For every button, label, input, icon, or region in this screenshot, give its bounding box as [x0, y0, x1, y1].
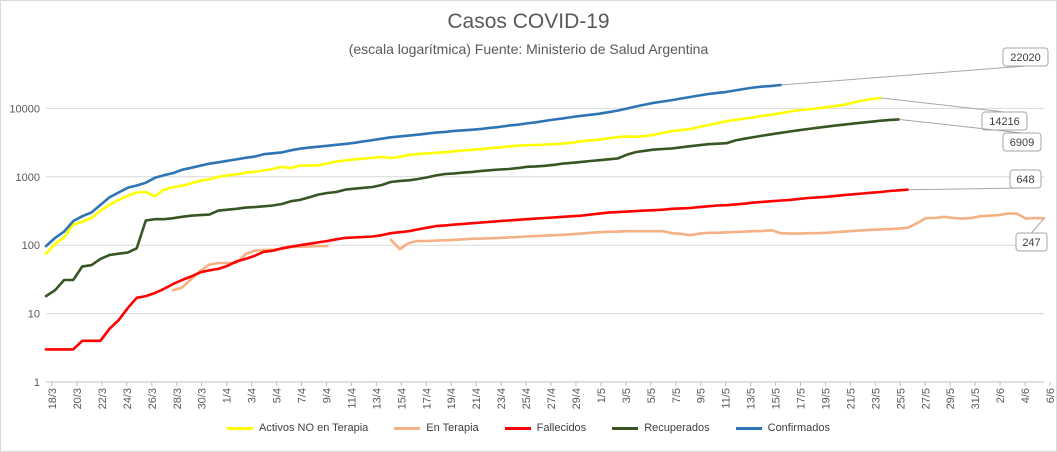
y-tick-label: 1 — [34, 377, 40, 389]
x-tick-label: 18/3 — [47, 388, 59, 409]
x-tick-label: 1/5 — [596, 388, 608, 403]
x-tick-label: 17/5 — [796, 388, 808, 409]
series-line-activos-no-en-terapia — [44, 96, 883, 255]
x-tick-label: 9/4 — [321, 388, 333, 403]
legend-swatch — [735, 426, 762, 430]
legend-item: Activos NO en Terapia — [227, 422, 368, 434]
series-line-en-terapia — [389, 212, 1046, 251]
x-tick-label: 28/3 — [172, 388, 184, 409]
legend-label: Recuperados — [644, 422, 710, 434]
callout-leader — [880, 97, 1005, 113]
x-tick-label: 25/5 — [895, 388, 907, 409]
legend-swatch — [612, 426, 639, 430]
x-tick-label: 27/4 — [546, 388, 558, 409]
callout-leader — [1031, 218, 1045, 234]
chart-legend: Activos NO en Terapia En Terapia Fallecido… — [0, 422, 1057, 434]
x-tick-label: 11/5 — [721, 388, 733, 409]
legend-item: Fallecidos — [504, 422, 587, 434]
x-tick-label: 27/5 — [920, 388, 932, 409]
x-tick-label: 4/6 — [1020, 388, 1032, 403]
legend-label: Fallecidos — [536, 422, 587, 434]
x-tick-label: 7/5 — [671, 388, 683, 403]
callout-box — [1002, 47, 1049, 67]
callout-box — [1015, 232, 1048, 252]
end-value-label: 6909 — [1010, 137, 1034, 149]
x-tick-label: 23/4 — [496, 388, 508, 409]
x-tick-label: 13/4 — [371, 388, 383, 409]
x-tick-label: 21/5 — [845, 388, 857, 409]
callout-leader — [907, 187, 1026, 191]
x-tick-label: 17/4 — [421, 388, 433, 409]
series-line-recuperados — [44, 118, 901, 298]
x-tick-label: 23/5 — [870, 388, 882, 409]
y-tick-label: 100 — [22, 240, 40, 252]
callout-leader — [898, 118, 1023, 134]
x-tick-label: 15/4 — [396, 388, 408, 409]
legend-label: Activos NO en Terapia — [259, 422, 369, 434]
x-tick-label: 25/4 — [521, 388, 533, 409]
x-tick-label: 15/5 — [771, 388, 783, 409]
end-value-label: 247 — [1022, 237, 1040, 249]
end-value-label: 14216 — [989, 116, 1020, 128]
x-tick-label: 24/3 — [122, 388, 134, 409]
callout-box — [1009, 169, 1042, 189]
callout-box — [1002, 132, 1042, 152]
x-tick-label: 3/5 — [621, 388, 633, 403]
legend-item: En Terapia — [394, 422, 479, 434]
chart-title: Casos COVID-19 — [447, 10, 610, 33]
series-line-fallecidos — [44, 188, 910, 351]
x-tick-label: 21/4 — [471, 388, 483, 409]
x-tick-label: 20/3 — [72, 388, 84, 409]
x-tick-label: 31/5 — [970, 388, 982, 409]
legend-swatch — [227, 426, 254, 430]
legend-label: En Terapia — [426, 422, 479, 434]
series-line-en-terapia — [171, 244, 329, 292]
x-tick-label: 7/4 — [297, 388, 309, 403]
x-tick-label: 1/4 — [222, 388, 234, 403]
x-tick-label: 22/3 — [97, 388, 109, 409]
x-tick-label: 5/4 — [272, 388, 284, 403]
legend-item: Confirmados — [735, 422, 830, 434]
x-tick-label: 2/6 — [995, 388, 1007, 403]
legend-swatch — [394, 426, 421, 430]
x-tick-label: 29/4 — [571, 388, 583, 409]
y-tick-label: 10000 — [9, 103, 40, 115]
end-value-label: 22020 — [1010, 52, 1041, 64]
x-tick-label: 6/6 — [1045, 388, 1057, 403]
x-tick-label: 30/3 — [197, 388, 209, 409]
x-tick-label: 19/5 — [820, 388, 832, 409]
x-tick-label: 5/5 — [646, 388, 658, 403]
x-tick-label: 11/4 — [346, 388, 358, 409]
y-tick-label: 10 — [28, 309, 40, 321]
legend-swatch — [504, 426, 531, 430]
x-tick-label: 26/3 — [147, 388, 159, 409]
x-tick-label: 29/5 — [945, 388, 957, 409]
x-tick-label: 19/4 — [446, 388, 458, 409]
x-tick-label: 9/5 — [696, 388, 708, 403]
chart-subtitle: (escala logarítmica) Fuente: Ministerio … — [348, 41, 709, 57]
legend-label: Confirmados — [767, 422, 830, 434]
series-line-confirmados — [44, 83, 783, 248]
y-tick-label: 1000 — [16, 172, 40, 184]
callout-leader — [780, 65, 1026, 86]
legend-item: Recuperados — [612, 422, 710, 434]
x-tick-label: 3/4 — [247, 388, 259, 403]
callout-box — [981, 111, 1028, 131]
x-tick-label: 13/5 — [746, 388, 758, 409]
end-value-label: 648 — [1016, 174, 1034, 186]
